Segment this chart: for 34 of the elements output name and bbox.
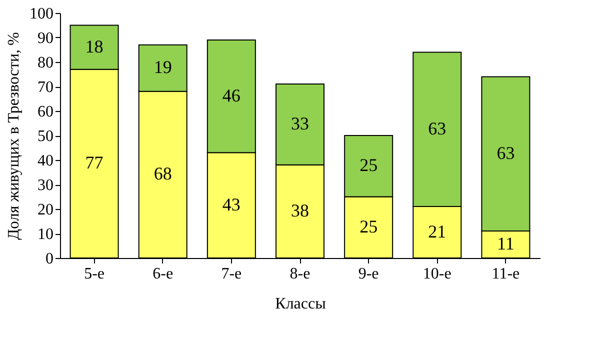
data-label: 18 [85,36,104,56]
data-label: 43 [222,194,240,214]
y-tick-label: 50 [38,128,54,145]
y-tick-label: 90 [38,30,54,47]
y-axis-title: Доля живущих в Трезвости, % [6,32,22,240]
y-tick-label: 80 [38,54,54,72]
data-label: 68 [154,164,172,184]
data-label: 25 [360,216,378,236]
x-tick-label: 8-е [290,266,310,282]
data-label: 46 [222,85,240,106]
x-tick-label: 11-е [492,266,520,282]
data-label: 19 [154,57,172,78]
data-label: 63 [428,118,446,138]
y-tick-label: 40 [38,152,54,170]
x-axis-title: Классы [275,296,326,312]
data-label: 25 [360,155,378,176]
x-tick-label: 9-е [358,266,379,282]
x-tick-label: 7-е [221,266,242,282]
y-tick-label: 10 [38,226,54,243]
data-label: 77 [85,152,104,173]
data-label: 63 [496,142,515,163]
x-tick-label: 10-е [422,266,452,282]
data-label: 33 [291,113,309,134]
y-tick-label: 100 [30,6,54,22]
x-tick-label: 5-е [84,266,105,282]
data-label: 38 [291,200,309,220]
data-label: 11 [497,234,514,254]
y-tick-label: 60 [38,104,54,120]
y-tick-label: 0 [46,250,54,268]
y-tick-label: 70 [38,79,54,96]
x-tick-label: 6-е [152,266,174,282]
y-tick-label: 30 [38,177,54,194]
data-label: 21 [428,221,446,242]
y-tick-label: 20 [38,202,54,218]
